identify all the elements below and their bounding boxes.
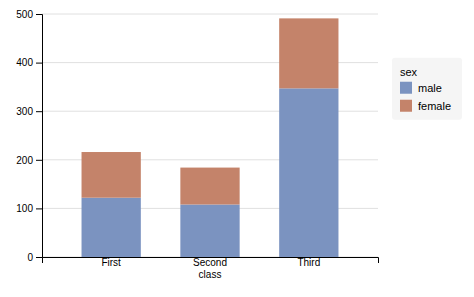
series	[82, 88, 339, 257]
bar	[180, 205, 239, 257]
legend-title: sex	[400, 66, 418, 78]
chart: 0 100 200 300 400 500 First Secondclass Third sex…	[0, 0, 474, 297]
legend: sexmale female	[392, 58, 462, 120]
tick-mark	[36, 63, 42, 64]
tick-label-line: class	[199, 269, 222, 280]
tick-mark	[36, 208, 42, 209]
tick-label-line: First	[101, 257, 121, 268]
tick-label: Third	[297, 257, 320, 268]
legend-label: male	[418, 82, 442, 94]
plot: 0 100 200 300 400 500 First Secondclass Third	[16, 9, 378, 280]
tick-label: 200	[16, 155, 33, 166]
bar	[279, 88, 338, 257]
tick: 400	[16, 57, 42, 68]
tick-mark	[36, 14, 42, 15]
tick-label-line: Third	[297, 257, 320, 268]
tick: 200	[16, 155, 42, 166]
tick: 100	[16, 203, 42, 214]
tick-mark	[36, 160, 42, 161]
tick: 300	[16, 106, 42, 117]
tick-label-line: Second	[193, 257, 227, 268]
tick-label: 300	[16, 106, 33, 117]
grid	[42, 14, 378, 257]
bar	[82, 198, 141, 257]
bar	[180, 168, 239, 205]
legend-item: female	[400, 100, 451, 112]
tick: First	[101, 257, 121, 268]
tick-label: 500	[16, 9, 33, 20]
legend-label: female	[418, 100, 451, 112]
tick-label: 0	[27, 252, 33, 263]
legend-swatch	[400, 82, 412, 94]
x-axis: First Secondclass Third	[43, 257, 379, 280]
bars	[82, 18, 339, 257]
tick-mark	[36, 257, 42, 258]
grid-line	[42, 14, 378, 15]
legend-swatch	[400, 100, 412, 112]
legend-frame	[392, 58, 462, 120]
tick: Secondclass	[193, 257, 227, 280]
tick: 500	[16, 9, 42, 20]
bar	[279, 18, 338, 88]
tick: Third	[297, 257, 320, 268]
legend-item: male	[400, 82, 442, 94]
tick-label: 400	[16, 57, 33, 68]
tick-label: 100	[16, 203, 33, 214]
tick: 0	[27, 252, 42, 263]
axis-line	[36, 15, 43, 258]
tick-mark	[36, 111, 42, 112]
y-axis: 0 100 200 300 400 500	[16, 9, 42, 263]
tick-label: First	[101, 257, 121, 268]
tick-label: Secondclass	[193, 257, 227, 280]
bar	[82, 152, 141, 198]
series	[82, 18, 339, 204]
